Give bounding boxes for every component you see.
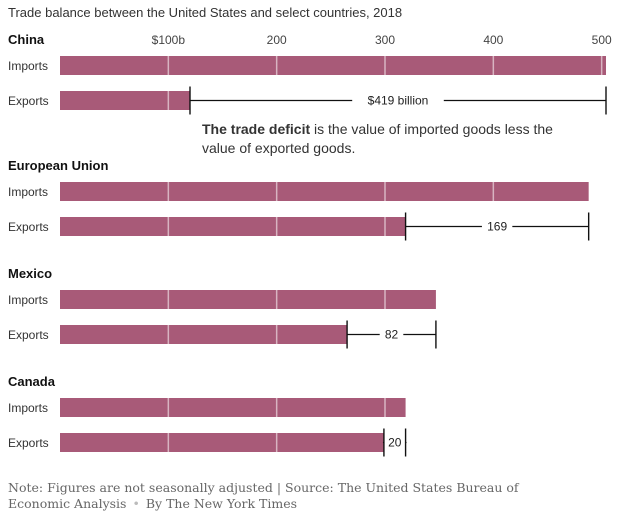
imports-bar [60,182,589,201]
imports-label: Imports [8,185,48,199]
exports-label: Exports [8,94,49,108]
imports-bar [60,56,606,75]
x-tick-label: 400 [483,33,503,47]
imports-bar [60,290,436,309]
country-group: European Union Imports Exports 169 [8,158,590,241]
country-group: China Imports Exports $419 billion [8,32,607,115]
deficit-label: $419 billion [368,94,429,108]
annotation-line2: value of exported goods. [202,140,355,156]
country-group: Mexico Imports Exports 82 [8,266,437,349]
trade-balance-chart: Trade balance between the United States … [8,5,612,457]
deficit-label: 20 [388,436,402,450]
deficit-bracket: 169 [404,212,590,241]
source-note: Note: Figures are not seasonally adjuste… [8,480,568,512]
exports-label: Exports [8,436,49,450]
credit-text: By The New York Times [145,496,298,511]
imports-label: Imports [8,401,48,415]
country-name: European Union [8,158,108,173]
chart-title: Trade balance between the United States … [8,5,402,20]
x-tick-label: 500 [592,33,612,47]
deficit-bracket: 82 [346,320,437,349]
x-tick-label: 200 [267,33,287,47]
exports-label: Exports [8,328,49,342]
annotation-bold: The trade deficit [202,121,310,137]
deficit-label: 82 [385,328,399,342]
x-tick-label: $100b [152,33,186,47]
imports-label: Imports [8,293,48,307]
imports-bar [60,398,406,417]
exports-bar [60,217,406,236]
exports-bar [60,433,384,452]
exports-bar [60,91,190,110]
annotation-line1: is the value of imported goods less the [310,121,553,137]
country-name: China [8,32,45,47]
separator-dot: • [132,496,140,511]
deficit-bracket: $419 billion [189,86,607,115]
country-name: Canada [8,374,56,389]
note-text: Note: Figures are not seasonally adjuste… [8,480,519,511]
country-group: Canada Imports Exports 20 [8,374,407,457]
x-tick-label: 300 [375,33,395,47]
imports-label: Imports [8,59,48,73]
deficit-label: 169 [487,220,507,234]
exports-label: Exports [8,220,49,234]
deficit-bracket: 20 [382,428,407,457]
exports-bar [60,325,348,344]
country-name: Mexico [8,266,52,281]
trade-deficit-annotation: The trade deficit is the value of import… [202,121,557,156]
